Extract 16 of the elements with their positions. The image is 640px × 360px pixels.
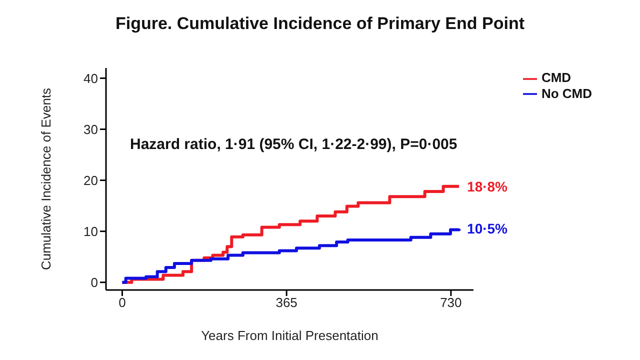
chart-title: Figure. Cumulative Incidence of Primary End Point <box>114 13 526 34</box>
legend-label: No CMD <box>541 86 592 101</box>
y-tick-label: 30 <box>84 122 98 137</box>
annotation: 18·8% <box>467 178 508 194</box>
y-tick-label: 40 <box>84 70 98 86</box>
annotation: 10·5% <box>467 220 508 237</box>
y-tick-label: 10 <box>84 224 98 239</box>
y-tick-label: 0 <box>90 274 98 290</box>
x-tick-label: 0 <box>118 295 126 310</box>
y-tick-label: 20 <box>84 172 98 188</box>
x-axis-title: Years From Initial Presentation <box>201 328 378 343</box>
annotation: Hazard ratio, 1·91 (95% CI, 1·22-2·99), P=0·005 <box>130 136 458 153</box>
y-axis-title: Cumulative Incidence of Events <box>38 87 54 270</box>
x-tick-label: 730 <box>440 295 462 310</box>
legend-label: CMD <box>541 70 572 85</box>
x-tick-label: 365 <box>276 295 298 310</box>
